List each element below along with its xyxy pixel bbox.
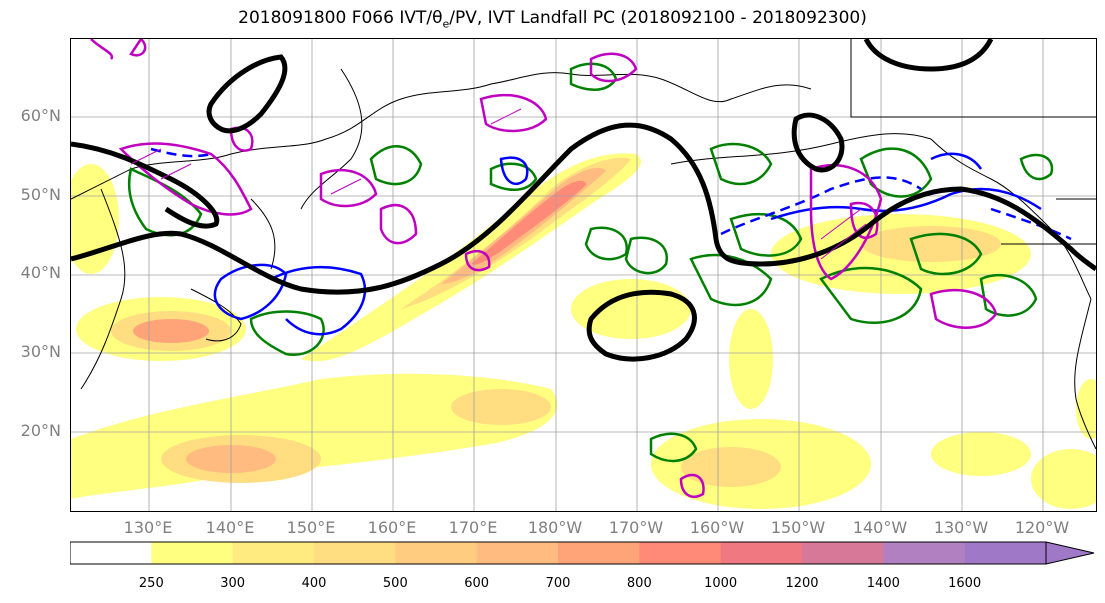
blue-contours bbox=[150, 147, 1072, 336]
lon-label: 170°W bbox=[608, 518, 664, 537]
colorbar-cell bbox=[802, 542, 884, 564]
green-contours bbox=[127, 62, 1054, 463]
lon-label: 120°W bbox=[1014, 518, 1070, 537]
lon-label: 170°E bbox=[448, 518, 498, 537]
lon-label: 130°W bbox=[933, 518, 989, 537]
colorbar-tick-label: 800 bbox=[626, 576, 652, 591]
lon-label: 140°E bbox=[205, 518, 255, 537]
colorbar-cell bbox=[476, 542, 559, 564]
colorbar-cell bbox=[232, 542, 315, 564]
colorbar-tick-label: 1400 bbox=[866, 576, 900, 591]
colorbar-tick-label: 250 bbox=[138, 576, 164, 591]
map-panel bbox=[70, 38, 1097, 512]
colorbar-cell bbox=[639, 542, 722, 564]
ivt-blob bbox=[861, 226, 1001, 262]
lon-label: 140°W bbox=[852, 518, 908, 537]
ivt-blob bbox=[451, 389, 551, 425]
colorbar-cell bbox=[964, 542, 1047, 564]
lat-label: 50°N bbox=[20, 185, 61, 204]
theta-e-contours bbox=[71, 39, 1096, 362]
lon-label: 160°W bbox=[689, 518, 745, 537]
lon-label: 150°W bbox=[770, 518, 826, 537]
ivt-blob bbox=[681, 447, 781, 487]
lat-label: 60°N bbox=[20, 106, 61, 125]
ivt-blob bbox=[133, 319, 209, 343]
ivt-blob bbox=[1076, 379, 1096, 439]
colorbar-tick-label: 400 bbox=[301, 576, 327, 591]
colorbar-tick-label: 600 bbox=[464, 576, 490, 591]
colorbar-tick-label: 1200 bbox=[785, 576, 819, 591]
lat-label: 40°N bbox=[20, 263, 61, 282]
colorbar-tick-label: 500 bbox=[382, 576, 408, 591]
lat-label: 30°N bbox=[20, 342, 61, 361]
lon-label: 180°W bbox=[527, 518, 583, 537]
pv-contours bbox=[90, 39, 998, 498]
coastlines bbox=[71, 39, 1096, 450]
colorbar-cell bbox=[395, 542, 478, 564]
ivt-plume bbox=[471, 180, 586, 265]
colorbar-cell bbox=[151, 542, 234, 564]
figure-title: 2018091800 F066 IVT/θe/PV, IVT Landfall … bbox=[238, 8, 867, 31]
hatched-cells bbox=[130, 108, 867, 260]
colorbar-tick-label: 1000 bbox=[704, 576, 738, 591]
graticule bbox=[71, 39, 1096, 511]
ivt-blob bbox=[729, 309, 773, 409]
ivt-shading bbox=[71, 153, 1096, 509]
colorbar-cell bbox=[314, 542, 396, 564]
colorbar-cell bbox=[70, 542, 152, 564]
colorbar bbox=[70, 541, 1095, 565]
colorbar-tick-label: 300 bbox=[220, 576, 246, 591]
lon-label: 150°E bbox=[286, 518, 336, 537]
map-canvas bbox=[71, 39, 1096, 511]
colorbar-cell bbox=[720, 542, 803, 564]
ivt-blob bbox=[931, 432, 1031, 476]
colorbar-tick-label: 1600 bbox=[948, 576, 982, 591]
ivt-blob bbox=[1031, 449, 1096, 509]
colorbar-tick-label: 700 bbox=[545, 576, 571, 591]
lon-label: 130°E bbox=[123, 518, 173, 537]
lat-label: 20°N bbox=[20, 421, 61, 440]
lon-label: 160°E bbox=[367, 518, 417, 537]
colorbar-cell bbox=[558, 542, 640, 564]
colorbar-cell bbox=[883, 542, 966, 564]
